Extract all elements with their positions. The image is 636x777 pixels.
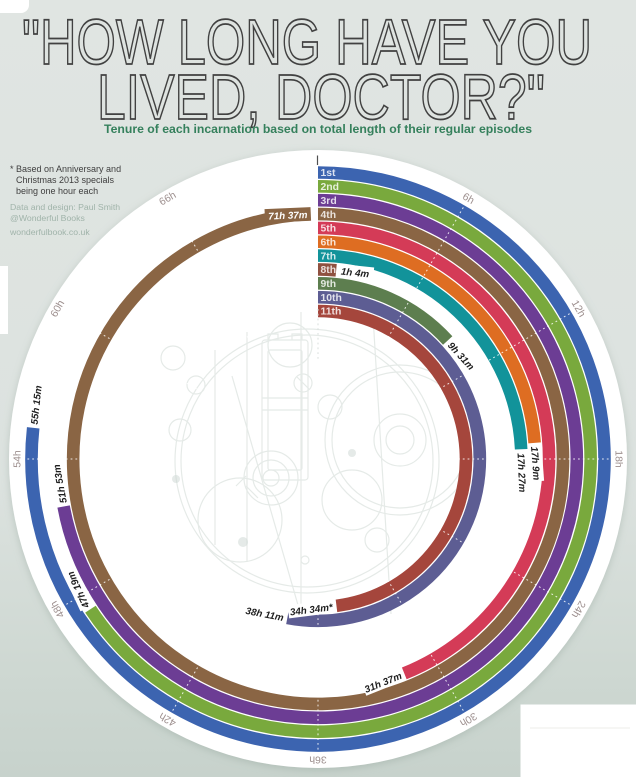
svg-text:55h 15m: 55h 15m xyxy=(29,385,44,425)
svg-text:18h: 18h xyxy=(613,450,625,468)
svg-text:2nd: 2nd xyxy=(321,182,339,193)
svg-text:4th: 4th xyxy=(321,210,337,221)
svg-text:being one hour each: being one hour each xyxy=(16,186,98,196)
svg-text:11th: 11th xyxy=(321,307,342,318)
svg-text:1h 4m: 1h 4m xyxy=(340,267,370,281)
svg-text:10th: 10th xyxy=(321,293,342,304)
svg-text:9th: 9th xyxy=(321,279,337,290)
svg-text:8th: 8th xyxy=(321,265,337,276)
svg-text:1st: 1st xyxy=(321,168,337,179)
svg-text:34h 34m*: 34h 34m* xyxy=(289,602,334,618)
svg-text:wonderfulbook.co.uk: wonderfulbook.co.uk xyxy=(9,227,90,237)
svg-text:17h 27m: 17h 27m xyxy=(514,453,527,493)
svg-text:Tenure of each incarnation bas: Tenure of each incarnation based on tota… xyxy=(104,122,532,136)
svg-text:6h: 6h xyxy=(460,191,476,207)
svg-text:71h 37m: 71h 37m xyxy=(268,210,308,223)
svg-text:Christmas 2013 specials: Christmas 2013 specials xyxy=(16,175,115,185)
svg-text:17h 9m: 17h 9m xyxy=(528,446,541,481)
svg-text:6th: 6th xyxy=(321,237,337,248)
svg-text:3rd: 3rd xyxy=(321,196,337,207)
svg-text:@Wonderful Books: @Wonderful Books xyxy=(10,213,85,223)
svg-text:36h: 36h xyxy=(309,754,327,766)
svg-text:* Based on Anniversary and: * Based on Anniversary and xyxy=(10,164,121,174)
svg-text:LIVED, DOCTOR?": LIVED, DOCTOR?" xyxy=(97,61,545,133)
svg-text:5th: 5th xyxy=(321,224,337,235)
svg-text:Data and design: Paul Smith: Data and design: Paul Smith xyxy=(10,202,120,212)
svg-text:7th: 7th xyxy=(321,251,337,262)
svg-text:"HOW LONG HAVE YOU: "HOW LONG HAVE YOU xyxy=(22,6,592,78)
svg-text:54h: 54h xyxy=(12,450,24,468)
